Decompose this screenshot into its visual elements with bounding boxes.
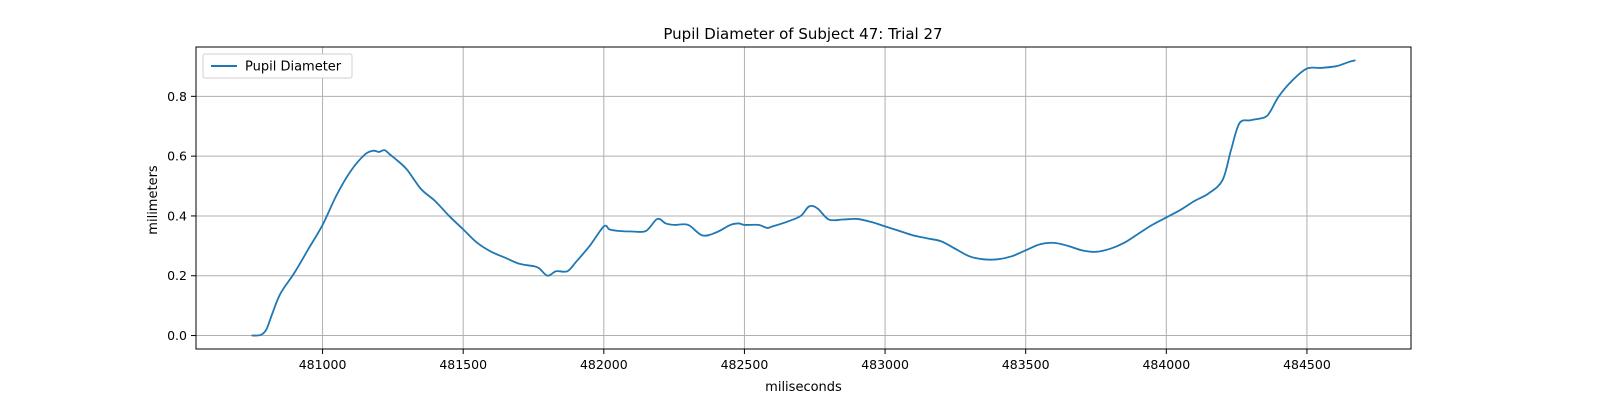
plot-frame — [195, 46, 1412, 350]
y-tick-label: 0.4 — [167, 208, 187, 223]
legend-box — [202, 53, 353, 79]
y-axis-label: milimeters — [146, 165, 161, 235]
y-tick-label: 0.0 — [167, 328, 187, 343]
series-layer — [251, 59, 1356, 337]
x-tick-label: 482500 — [721, 357, 769, 372]
grid-lines — [196, 47, 1411, 349]
x-tick-label: 483000 — [861, 357, 909, 372]
legend: Pupil Diameter — [202, 53, 353, 79]
y-tick-label: 0.6 — [167, 149, 187, 164]
series-line-pupil-diameter — [251, 59, 1356, 337]
legend-label-pupil-diameter: Pupil Diameter — [245, 60, 342, 75]
y-axis-ticks: 0.0 0.2 0.4 0.6 0.8 — [167, 89, 196, 343]
x-tick-label: 481000 — [299, 357, 347, 372]
x-tick-label: 481500 — [439, 357, 487, 372]
x-tick-label: 484500 — [1283, 357, 1331, 372]
x-tick-label: 482000 — [580, 357, 628, 372]
x-axis-ticks: 481000 481500 482000 482500 483000 483500 4840… — [299, 349, 1331, 372]
x-tick-label: 483500 — [1002, 357, 1050, 372]
y-tick-label: 0.8 — [167, 89, 187, 104]
chart-title: Pupil Diameter of Subject 47: Trial 27 — [663, 25, 942, 43]
y-tick-label: 0.2 — [167, 268, 187, 283]
x-tick-label: 484000 — [1142, 357, 1190, 372]
x-axis-label: miliseconds — [765, 380, 842, 395]
